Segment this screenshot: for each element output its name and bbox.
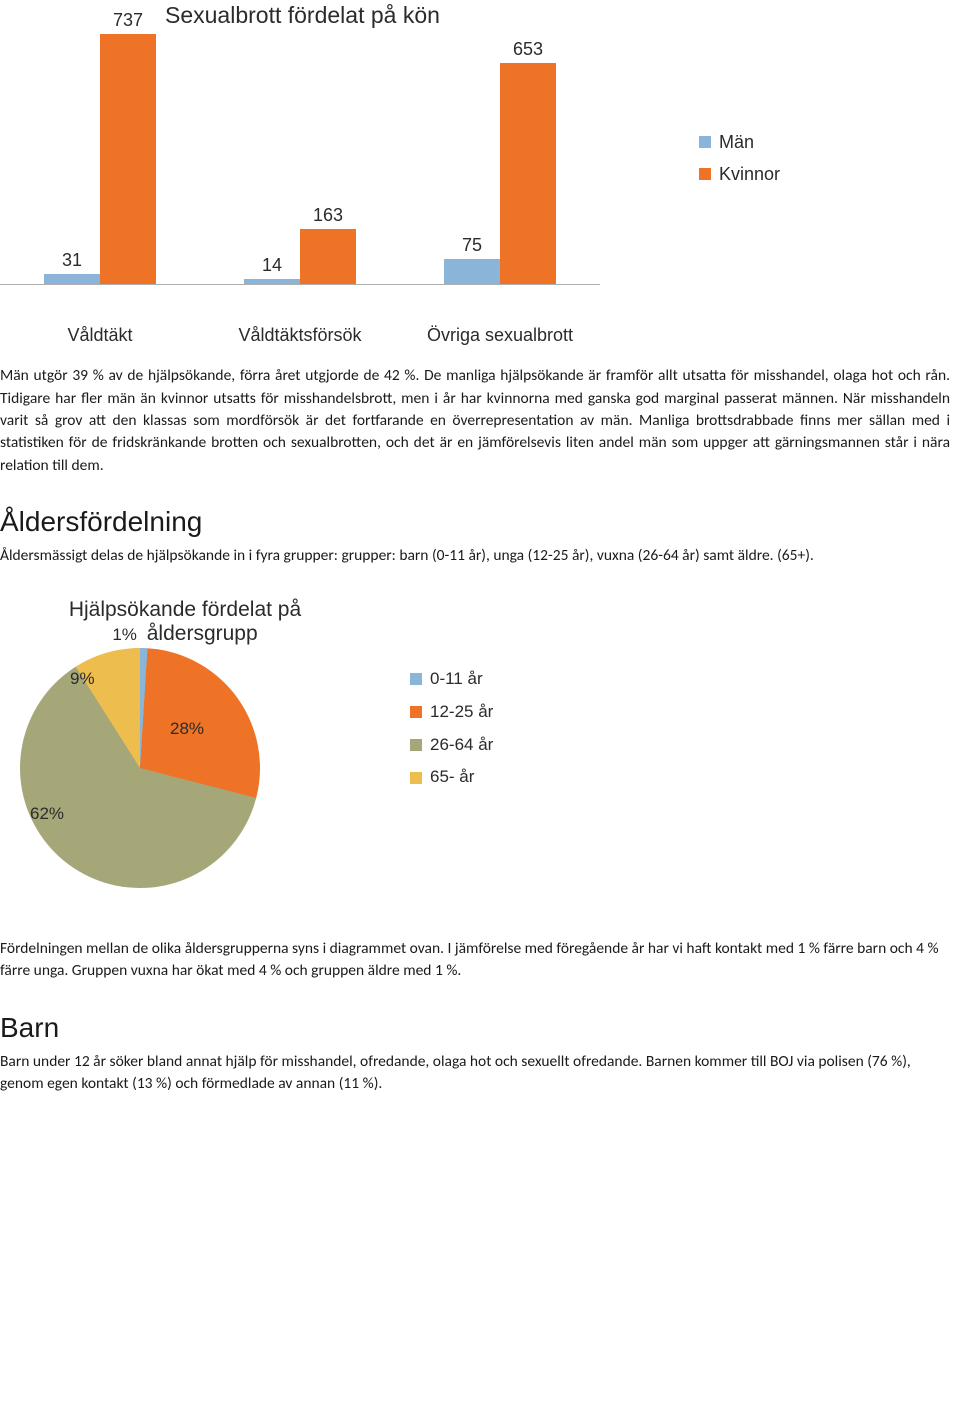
bar-value-label: 163: [300, 203, 356, 227]
bar-category-label: Våldtäktsförsök: [200, 323, 400, 347]
legend-label: Män: [719, 130, 754, 154]
pie-label-0-11-top: 1%: [112, 625, 137, 645]
bar-value-label: 653: [500, 37, 556, 61]
bar-category-label: Våldtäkt: [0, 323, 200, 347]
bar-value-label: 14: [244, 253, 300, 277]
bar: 737: [100, 34, 156, 284]
paragraph-age-groups: Åldersmässigt delas de hjälpsökande in i…: [0, 545, 950, 567]
bar: 75: [444, 259, 500, 284]
bar-category-label: Övriga sexualbrott: [400, 323, 600, 347]
bar: 163: [300, 229, 356, 284]
bar: 653: [500, 63, 556, 285]
legend-label: 26-64 år: [430, 734, 493, 757]
sexual-crime-by-gender-chart: Sexualbrott fördelat på kön 317371416375…: [0, 0, 780, 315]
legend-item: 26-64 år: [410, 734, 493, 757]
heading-children: Barn: [0, 1009, 950, 1047]
age-group-pie-section: Hjälpsökande fördelat på 1% åldersgrupp …: [0, 598, 950, 888]
pie-chart-title: Hjälpsökande fördelat på 1% åldersgrupp: [0, 598, 370, 646]
legend-label: 12-25 år: [430, 701, 493, 724]
legend-item: Kvinnor: [699, 162, 780, 186]
pie-slice-label: 62%: [30, 803, 64, 826]
legend-swatch: [699, 168, 711, 180]
bar-value-label: 75: [444, 233, 500, 257]
legend-label: 65- år: [430, 766, 474, 789]
bar-chart-title: Sexualbrott fördelat på kön: [165, 0, 780, 31]
bar: 31: [44, 274, 100, 285]
bar-value-label: 31: [44, 248, 100, 272]
legend-item: 12-25 år: [410, 701, 493, 724]
legend-swatch: [410, 739, 422, 751]
legend-item: 0-11 år: [410, 668, 493, 691]
legend-swatch: [410, 706, 422, 718]
bar-group: 14163: [200, 34, 400, 284]
legend-item: 65- år: [410, 766, 493, 789]
legend-swatch: [410, 673, 422, 685]
pie-slice-label: 9%: [70, 668, 95, 691]
pie-title-line2: åldersgrupp: [147, 622, 258, 645]
paragraph-age-comparison: Fördelningen mellan de olika åldersgrupp…: [0, 938, 950, 983]
pie-chart: 28% 62% 9%: [20, 648, 260, 888]
paragraph-children: Barn under 12 år söker bland annat hjälp…: [0, 1051, 950, 1096]
bar-chart-legend: Män Kvinnor: [699, 130, 780, 195]
legend-swatch: [410, 772, 422, 784]
bar-value-label: 737: [100, 8, 156, 32]
pie-slice-label: 28%: [170, 718, 204, 741]
legend-label: 0-11 år: [430, 668, 483, 691]
bar-group: 75653: [400, 34, 600, 284]
pie-title-line1: Hjälpsökande fördelat på: [69, 598, 301, 621]
paragraph-men-share: Män utgör 39 % av de hjälpsökande, förra…: [0, 365, 950, 477]
bar-chart-body: 317371416375653 VåldtäktVåldtäktsförsökÖ…: [0, 35, 780, 315]
heading-age-distribution: Åldersfördelning: [0, 503, 950, 541]
bar: 14: [244, 279, 300, 284]
pie-chart-legend: 0-11 år 12-25 år 26-64 år 65- år: [410, 668, 493, 800]
legend-label: Kvinnor: [719, 162, 780, 186]
bar-group: 31737: [0, 34, 200, 284]
legend-item: Män: [699, 130, 780, 154]
legend-swatch: [699, 136, 711, 148]
